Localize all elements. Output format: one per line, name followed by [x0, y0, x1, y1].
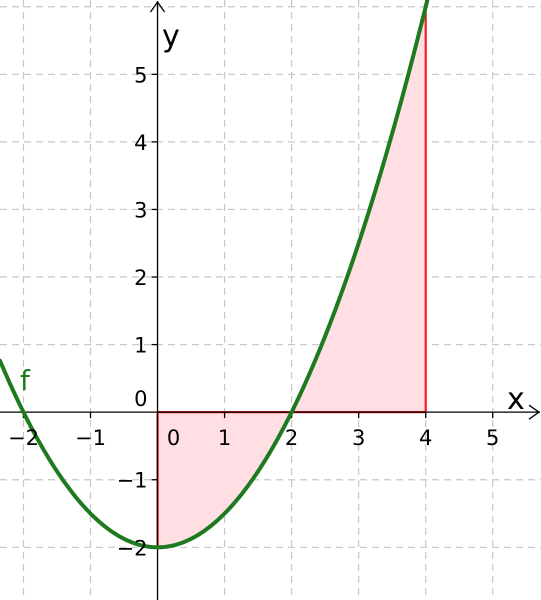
x-tick-label: 2	[285, 426, 298, 450]
labels: x y f −2 −1 0 1 2 3 4 5 −2 −1 0 1 2 3 4 5	[8, 19, 525, 560]
function-label: f	[20, 364, 31, 397]
curve-layer	[0, 0, 430, 550]
y-tick-label: 2	[134, 266, 147, 290]
y-tick-label: 4	[134, 131, 147, 155]
y-tick-label: 3	[134, 198, 147, 222]
y-tick-label: −1	[117, 469, 148, 493]
x-tick-label: −1	[75, 426, 106, 450]
x-tick-label: −2	[8, 426, 39, 450]
x-tick-label: 5	[486, 426, 499, 450]
x-tick-label: 3	[352, 426, 365, 450]
function-curve-f	[0, 0, 430, 550]
x-tick-label: 4	[419, 426, 432, 450]
y-tick-label: 1	[134, 334, 147, 358]
y-tick-label: 0	[134, 387, 147, 411]
y-tick-label: −2	[117, 536, 148, 560]
x-tick-label: 0	[167, 426, 180, 450]
x-axis-label: x	[507, 382, 525, 417]
y-tick-label: 5	[134, 63, 147, 87]
x-tick-label: 1	[218, 426, 231, 450]
y-axis-label: y	[162, 19, 180, 54]
x-axis-arrow	[528, 404, 541, 420]
y-axis-arrow	[150, 0, 166, 13]
